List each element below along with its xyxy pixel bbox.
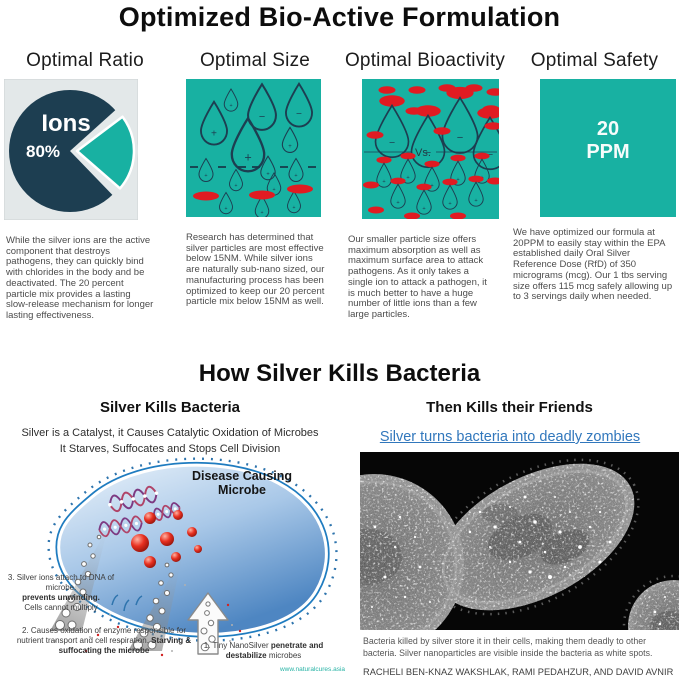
red-specks [84, 603, 242, 657]
disease-microbe-label: Disease Causing Microbe [191, 469, 293, 498]
column-text: We have optimized our formula at 20PPM t… [513, 227, 673, 303]
annotation-3-text: 3. Silver ions attach to DNA of microbe. [7, 573, 115, 592]
pie-chart-icon: Ions 80% [3, 78, 139, 221]
ppm-badge: 20 PPM [540, 79, 676, 217]
annotation-3-bold: prevents unwinding. [22, 593, 100, 602]
penetrate-arrow-icon [187, 592, 229, 655]
column-heading: Optimal Safety [530, 50, 659, 71]
size-illustration: + − [186, 79, 340, 222]
dna-icon [98, 485, 181, 538]
ions-vs-particles-icon: − + [362, 79, 508, 220]
safety-badge: 20 PPM [540, 79, 679, 217]
annotation-3-tail: Cells cannot multiply [24, 603, 98, 612]
annotation-1-prefix: 1. Tiny NanoSilver [203, 641, 271, 650]
page-title: Optimized Bio-Active Formulation [118, 2, 561, 32]
photo-credit: RACHELI BEN-KNAZ WAKSHLAK, RAMI PEDAHZUR… [363, 667, 674, 677]
microscopy-caption: Bacteria killed by silver store it in th… [363, 636, 653, 658]
pie-label: Ions [41, 110, 90, 137]
annotation-2-bold: Starving & suffocating the microbe [58, 636, 192, 655]
ion-ticks [111, 594, 143, 612]
right-subheading: Then Kills their Friends [426, 399, 593, 416]
watermark: www.naturalcures.asia [279, 666, 345, 673]
gray-specks [54, 584, 233, 652]
droplets-icon: + − [186, 79, 321, 219]
column-optimal-bioactivity: Optimal Bioactivity − + [340, 46, 510, 322]
feature-columns: Optimal Ratio Ions 80% While the silver … [0, 46, 679, 322]
cilia-icon [47, 457, 338, 642]
ppm-unit: PPM [586, 141, 630, 163]
column-text: Research has determined that silver part… [186, 232, 325, 308]
column-heading: Optimal Size [199, 50, 311, 71]
section-heading: How Silver Kills Bacteria [198, 360, 481, 387]
zombies-link-wrap: Silver turns bacteria into deadly zombie… [345, 428, 675, 446]
annotation-1-bold: penetrate and destabilize [225, 641, 324, 660]
annotation-1-suffix: microbes [266, 651, 302, 660]
particle-stream-center [128, 557, 182, 651]
pie-percent: 80% [26, 142, 60, 161]
column-heading: Optimal Ratio [26, 50, 144, 71]
column-text: While the silver ions are the active com… [6, 235, 154, 322]
catalyst-line-1: Silver is a Catalyst, it Causes Catalyti… [21, 427, 319, 439]
left-subheading: Silver Kills Bacteria [99, 399, 241, 416]
column-text: Our smaller particle size offers maximum… [348, 234, 487, 321]
particle-stream-left [50, 527, 108, 631]
annotation-2-text: 2. Causes oxidation of enzyme responsibl… [16, 626, 187, 645]
column-heading: Optimal Bioactivity [344, 50, 506, 71]
vs-label: Vs. [415, 147, 431, 159]
annotation-3: 3. Silver ions attach to DNA of microbe.… [0, 573, 122, 613]
column-optimal-ratio: Optimal Ratio Ions 80% While the silver … [0, 46, 170, 322]
column-optimal-size: Optimal Size + − [170, 46, 340, 322]
annotation-2: 2. Causes oxidation of enzyme responsibl… [10, 626, 198, 656]
column-optimal-safety: Optimal Safety 20 PPM We have optimized … [510, 46, 679, 322]
bacteria-microscopy-image [360, 452, 679, 630]
ratio-pie-chart: Ions 80% [3, 78, 170, 225]
annotation-1: 1. Tiny NanoSilver penetrate and destabi… [186, 641, 341, 661]
zombies-link[interactable]: Silver turns bacteria into deadly zombie… [379, 429, 641, 445]
bioactivity-illustration: − + [362, 79, 510, 224]
catalyst-line-2: It Starves, Suffocates and Stops Cell Di… [59, 443, 281, 455]
ppm-value: 20 [596, 118, 620, 140]
microbe-illustration [47, 457, 338, 657]
silver-spheres [131, 510, 202, 568]
silver-nanoparticle-dots [371, 495, 666, 626]
